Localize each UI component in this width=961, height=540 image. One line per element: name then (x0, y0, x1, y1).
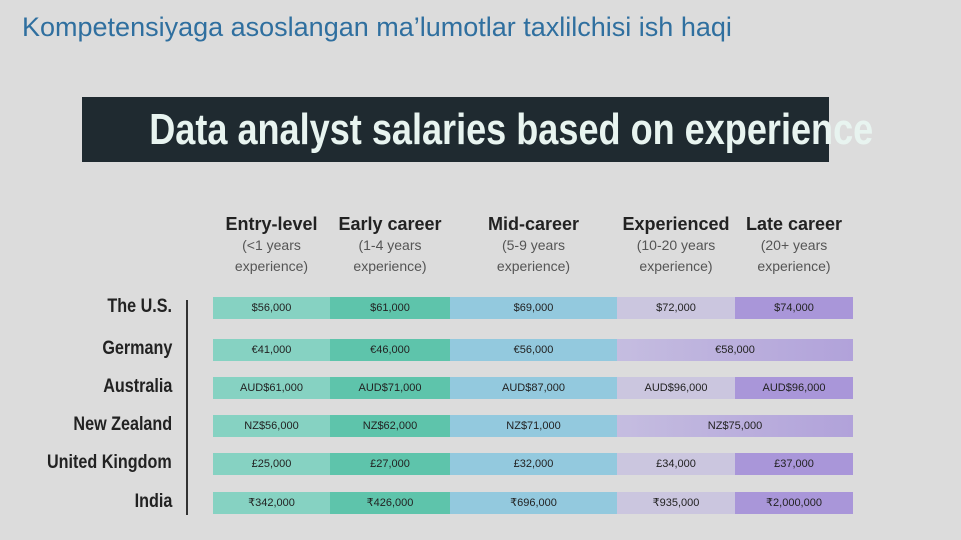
salary-cell: £37,000 (735, 453, 853, 475)
banner-text: Data analyst salaries based on experienc… (149, 105, 874, 154)
salary-cell: AUD$96,000 (617, 377, 735, 399)
column-detail: (10-20 years (636, 237, 716, 253)
salary-cell: AUD$87,000 (450, 377, 617, 399)
row-label: Germany (101, 338, 172, 359)
salary-cell: NZ$75,000 (617, 415, 853, 437)
salary-cell: ₹696,000 (450, 492, 617, 514)
salary-cell: ₹935,000 (617, 492, 735, 514)
salary-cell: ₹426,000 (330, 492, 450, 514)
salary-cell: AUD$96,000 (735, 377, 853, 399)
banner: Data analyst salaries based on experienc… (82, 97, 874, 162)
row-label: The U.S. (107, 296, 172, 317)
divider (186, 300, 188, 515)
column-header: Experienced (10-20 years experience) (606, 214, 746, 277)
salary-cell: $69,000 (450, 297, 617, 319)
row-label: United Kingdom (47, 452, 172, 473)
salary-cell: £34,000 (617, 453, 735, 475)
salary-cell: $74,000 (735, 297, 853, 319)
column-detail: experience) (353, 258, 427, 274)
column-detail: experience) (757, 258, 831, 274)
column-detail: (5-9 years (501, 237, 566, 253)
salary-cell: £25,000 (213, 453, 330, 475)
row-label: India (134, 491, 172, 512)
column-detail: (1-4 years (358, 237, 422, 253)
column-detail: experience) (639, 258, 713, 274)
row-label: Australia (102, 376, 172, 397)
column-title: Entry-level (225, 214, 318, 234)
column-detail: experience) (496, 258, 571, 274)
salary-cell: $61,000 (330, 297, 450, 319)
salary-cell: €41,000 (213, 339, 330, 361)
column-detail: experience) (234, 258, 309, 274)
salary-cell: £32,000 (450, 453, 617, 475)
column-detail: (20+ years (760, 237, 828, 253)
column-detail: (<1 years (242, 237, 301, 253)
salary-cell: €56,000 (450, 339, 617, 361)
salary-cell: $72,000 (617, 297, 735, 319)
column-header: Early career (1-4 years experience) (320, 214, 460, 277)
page-title: Kompetensiyaga asoslangan ma’lumotlar ta… (22, 12, 732, 42)
salary-cell: €46,000 (330, 339, 450, 361)
column-title: Late career (745, 214, 843, 234)
salary-cell: AUD$61,000 (213, 377, 330, 399)
column-title: Mid-career (487, 214, 580, 234)
column-header: Entry-level (<1 years experience) (202, 214, 342, 277)
salary-cell: AUD$71,000 (330, 377, 450, 399)
column-title: Experienced (622, 214, 730, 234)
column-header: Late career (20+ years experience) (724, 214, 864, 277)
salary-cell: NZ$56,000 (213, 415, 330, 437)
row-label: New Zealand (73, 414, 172, 435)
column-header: Mid-career (5-9 years experience) (464, 214, 604, 277)
salary-cell: NZ$62,000 (330, 415, 450, 437)
salary-cell: £27,000 (330, 453, 450, 475)
salary-cell: ₹342,000 (213, 492, 330, 514)
salary-cell: $56,000 (213, 297, 330, 319)
salary-cell: €58,000 (617, 339, 853, 361)
column-title: Early career (338, 214, 442, 234)
salary-cell: NZ$71,000 (450, 415, 617, 437)
salary-cell: ₹2,000,000 (735, 492, 853, 514)
